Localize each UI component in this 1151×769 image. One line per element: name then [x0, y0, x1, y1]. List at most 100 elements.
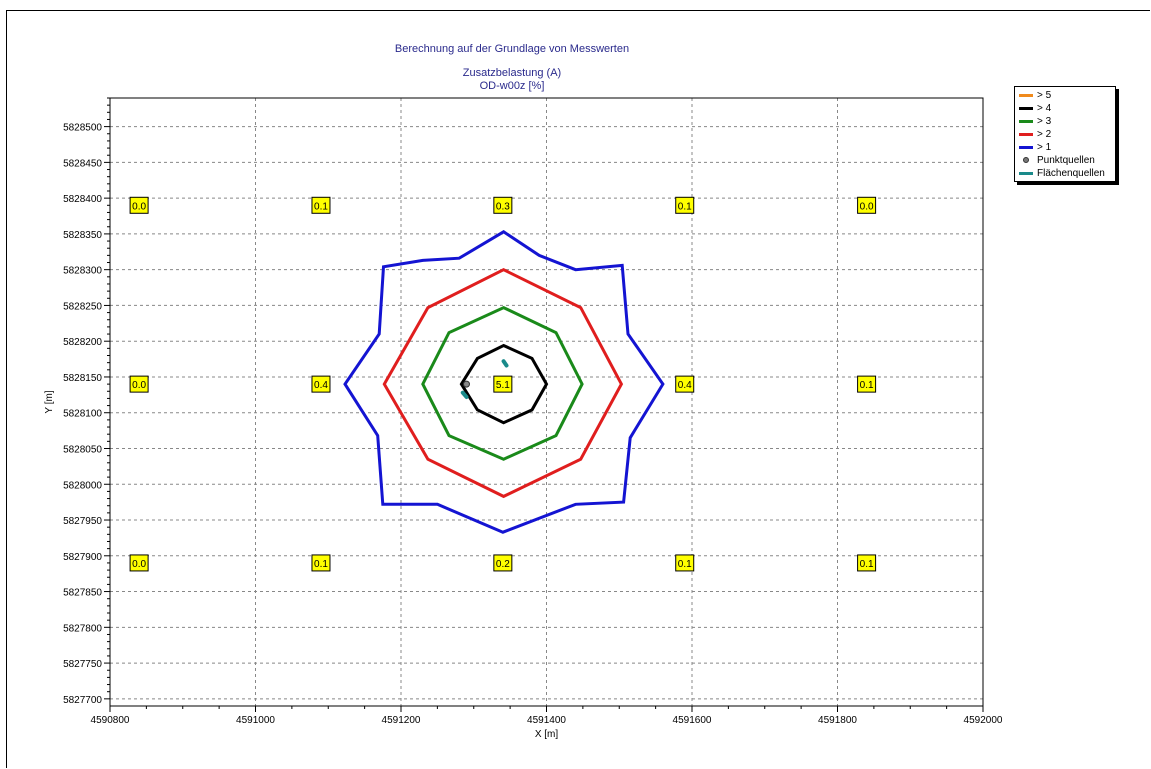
y-tick-label: 5828300 — [63, 266, 102, 277]
y-tick-label: 5828500 — [63, 123, 102, 134]
grid-value-labels: 0.0 0.1 0.3 0.1 0.0 0.0 0.4 5.1 0.4 0.1 0.0 0.1 0.2 0… — [129, 196, 877, 572]
value-text: 0.1 — [860, 559, 874, 570]
x-tick-label: 4591000 — [236, 715, 275, 726]
y-tick-label: 5828100 — [63, 409, 102, 420]
line-swatch-icon — [1015, 167, 1037, 180]
chart-subtitle: Zusatzbelastung (A) — [462, 67, 562, 79]
legend-label: > 4 — [1037, 103, 1052, 114]
grid-value-label: 0.4 — [675, 375, 695, 393]
value-text: 0.0 — [132, 201, 146, 212]
line-swatch-icon — [1015, 115, 1037, 128]
y-axis-label: Y [m] — [44, 390, 55, 413]
grid-value-label: 5.1 — [493, 375, 513, 393]
area-source-marker — [460, 390, 469, 399]
value-box — [675, 375, 695, 393]
value-text: 0.1 — [860, 380, 874, 391]
x-tick-label: 4591800 — [818, 715, 857, 726]
value-text: 0.4 — [314, 380, 328, 391]
y-tick-label: 5828150 — [63, 373, 102, 384]
value-text: 0.1 — [678, 201, 692, 212]
legend-item: Punktquellen — [1015, 154, 1115, 167]
x-tick-label: 4590800 — [91, 715, 130, 726]
value-box — [857, 196, 877, 214]
contour-line — [459, 343, 549, 425]
value-text: 0.0 — [132, 559, 146, 570]
legend-label: Punktquellen — [1037, 155, 1095, 166]
legend-label: > 2 — [1037, 129, 1052, 140]
value-box — [493, 375, 513, 393]
x-tick-label: 4591200 — [382, 715, 421, 726]
value-box — [129, 196, 149, 214]
axes: 4590800 4591000 4591200 4591400 4591600 45918… — [44, 97, 1003, 740]
point-source-legend-icon — [1015, 154, 1037, 167]
y-tick-label: 5828400 — [63, 194, 102, 205]
grid-value-label: 0.0 — [129, 554, 149, 572]
line-swatch-icon — [1015, 102, 1037, 115]
y-tick-label: 5828050 — [63, 444, 102, 455]
sources — [460, 359, 509, 399]
legend-label: > 1 — [1037, 142, 1052, 153]
value-box — [493, 554, 513, 572]
value-box — [311, 554, 331, 572]
legend-item: > 2 — [1015, 128, 1115, 141]
value-text: 5.1 — [496, 380, 510, 391]
contour-lines — [343, 230, 665, 534]
value-box — [311, 375, 331, 393]
y-tick-label: 5828000 — [63, 480, 102, 491]
value-text: 0.0 — [860, 201, 874, 212]
y-tick-label: 5828250 — [63, 301, 102, 312]
chart-window-frame — [6, 10, 1150, 768]
line-swatch-icon — [1015, 128, 1037, 141]
x-tick-label: 4592000 — [964, 715, 1003, 726]
legend-item: > 1 — [1015, 141, 1115, 154]
value-text: 0.0 — [132, 380, 146, 391]
legend-item: > 4 — [1015, 102, 1115, 115]
contour-line — [343, 230, 665, 534]
contour-line — [382, 268, 624, 499]
value-text: 0.1 — [314, 201, 328, 212]
y-tick-label: 5827750 — [63, 659, 102, 670]
legend-item: Flächenquellen — [1015, 167, 1115, 180]
grid-value-label: 0.1 — [675, 196, 695, 214]
legend-item: > 5 — [1015, 89, 1115, 102]
grid-value-label: 0.1 — [311, 196, 331, 214]
grid-value-label: 0.1 — [857, 554, 877, 572]
x-axis-label: X [m] — [535, 729, 559, 740]
line-swatch-icon — [1015, 89, 1037, 102]
y-tick-label: 5828200 — [63, 337, 102, 348]
value-text: 0.1 — [678, 559, 692, 570]
grid-value-label: 0.1 — [857, 375, 877, 393]
x-tick-label: 4591600 — [673, 715, 712, 726]
area-source-marker — [501, 359, 509, 368]
legend-label: > 3 — [1037, 116, 1052, 127]
grid-value-label: 0.0 — [857, 196, 877, 214]
value-box — [129, 375, 149, 393]
point-source-marker — [462, 380, 470, 388]
grid-value-label: 0.1 — [311, 554, 331, 572]
y-tick-label: 5827850 — [63, 588, 102, 599]
value-text: 0.1 — [314, 559, 328, 570]
value-box — [675, 196, 695, 214]
legend-label: > 5 — [1037, 90, 1052, 101]
y-tick-label: 5827950 — [63, 516, 102, 527]
chart-unit-label: OD-w00z [%] — [479, 80, 545, 92]
grid-value-label: 0.3 — [493, 196, 513, 214]
y-tick-label: 5828350 — [63, 230, 102, 241]
grid-value-label: 0.0 — [129, 196, 149, 214]
value-text: 0.2 — [496, 559, 510, 570]
x-tick-label: 4591400 — [527, 715, 566, 726]
y-tick-label: 5827700 — [63, 695, 102, 706]
chart-title: Berechnung auf der Grundlage von Messwer… — [394, 43, 630, 55]
value-box — [129, 554, 149, 572]
grid-lines — [110, 98, 983, 706]
value-text: 0.4 — [678, 380, 692, 391]
value-box — [311, 196, 331, 214]
grid-value-label: 0.2 — [493, 554, 513, 572]
legend-item: > 3 — [1015, 115, 1115, 128]
value-text: 0.3 — [496, 201, 510, 212]
contour-line — [421, 305, 584, 461]
y-tick-label: 5828450 — [63, 158, 102, 169]
value-box — [675, 554, 695, 572]
value-box — [493, 196, 513, 214]
